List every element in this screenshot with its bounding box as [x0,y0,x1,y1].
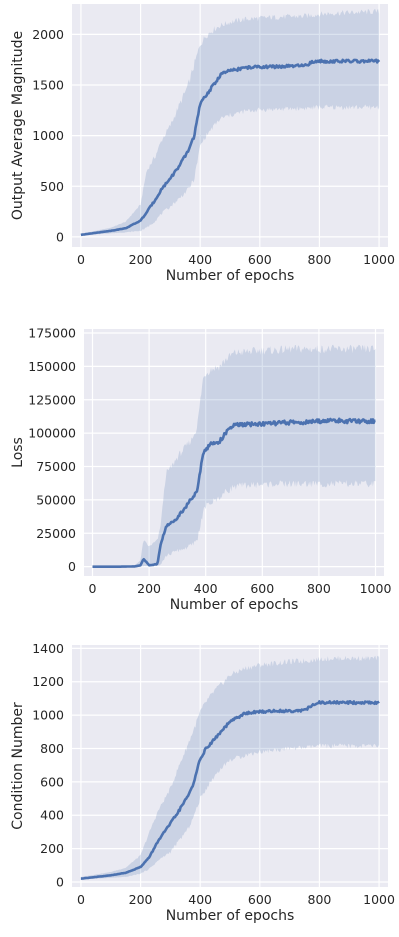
y-tick-label: 1500 [32,78,64,93]
y-tick-label: 150000 [28,359,76,374]
x-tick-label: 600 [250,581,274,596]
y-tick-label: 0 [56,874,64,889]
y-tick-label: 25000 [36,526,76,541]
x-tick-label: 600 [248,892,272,907]
x-tick-label: 1000 [363,892,395,907]
y-tick-label: 75000 [36,459,76,474]
y-axis-label: Loss [10,437,26,468]
y-axis-label: Condition Number [10,702,26,830]
mean-line [92,417,376,568]
x-tick-label: 0 [77,252,85,267]
x-tick-label: 400 [188,252,212,267]
x-tick-label: 0 [89,581,97,596]
x-tick-label: 0 [77,892,85,907]
y-tick-label: 400 [40,808,64,823]
y-tick-label: 50000 [36,492,76,507]
y-tick-label: 175000 [28,326,76,341]
x-tick-label: 1000 [360,581,392,596]
y-tick-label: 100000 [28,426,76,441]
y-tick-label: 800 [40,741,64,756]
y-tick-label: 1200 [32,674,64,689]
x-tick-label: 200 [129,892,153,907]
x-tick-label: 200 [137,581,161,596]
x-tick-label: 400 [194,581,218,596]
x-axis-label: Number of epochs [166,908,295,924]
x-tick-label: 1000 [363,252,395,267]
plot-area [72,645,388,887]
confidence-band [80,655,380,880]
x-tick-label: 800 [307,581,331,596]
x-axis-label: Number of epochs [170,597,299,613]
y-tick-label: 600 [40,774,64,789]
y-tick-label: 1400 [32,641,64,656]
x-tick-label: 200 [129,252,153,267]
y-tick-label: 0 [68,559,76,574]
x-tick-label: 800 [308,892,332,907]
y-tick-label: 500 [40,179,64,194]
x-tick-label: 600 [248,252,272,267]
chart-output-magnitude: 0 200 400 600 800 1000 0 500 1000 1500 2000 Number … [10,4,395,284]
y-tick-label: 0 [56,229,64,244]
confidence-band [92,344,376,567]
mean-line [80,58,381,237]
mean-line [80,700,380,880]
y-tick-label: 125000 [28,392,76,407]
y-tick-label: 200 [40,841,64,856]
x-axis-label: Number of epochs [166,268,295,284]
chart-loss: 0 200 400 600 800 1000 0 25000 50000 75000 100000 1… [10,326,392,613]
y-tick-label: 1000 [32,128,64,143]
plot-area [84,329,384,576]
x-tick-label: 800 [308,252,332,267]
y-tick-label: 1000 [32,708,64,723]
y-tick-label: 2000 [32,27,64,42]
x-tick-label: 400 [188,892,212,907]
chart-condition-number: 0 200 400 600 800 1000 0 200 400 600 800 1000 1200 14… [10,641,395,924]
plot-area [72,4,388,247]
y-axis-label: Output Average Magnitude [10,31,26,220]
